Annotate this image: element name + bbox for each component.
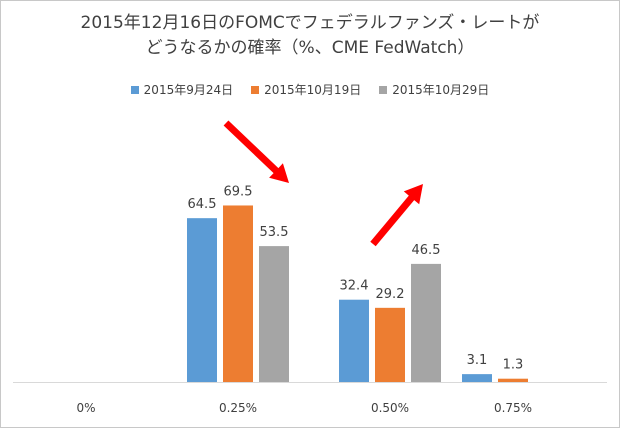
legend-item-series-3: 2015年10月29日 [379, 81, 489, 98]
annotation-arrow-down-icon-shape [223, 120, 289, 183]
annotation-arrow-up-icon [370, 184, 423, 247]
bar-3-3 [411, 263, 441, 382]
x-tick-label-1: 0% [76, 401, 95, 415]
x-tick-label-4: 0.75% [494, 401, 532, 415]
legend-label-series-2: 2015年10月19日 [264, 83, 362, 97]
x-tick-label-2: 0.25% [219, 401, 257, 415]
legend-swatch-series-1 [130, 85, 139, 94]
annotation-arrow-down-icon [223, 120, 289, 183]
legend-item-series-2: 2015年10月19日 [251, 81, 361, 98]
data-label-3-2: 53.5 [260, 225, 289, 240]
data-label-1-4: 3.1 [467, 353, 488, 368]
legend: 2015年9月24日 2015年10月19日 2015年10月29日 [1, 81, 619, 98]
bar-2-3 [375, 307, 405, 382]
data-label-2-2: 69.5 [224, 184, 253, 199]
data-label-2-3: 29.2 [376, 287, 405, 302]
legend-swatch-series-2 [251, 85, 260, 94]
bar-1-2 [187, 218, 217, 382]
bar-3-2 [259, 246, 289, 382]
data-label-2-4: 1.3 [503, 358, 524, 373]
bar-2-4 [498, 378, 528, 382]
bar-1-3 [339, 299, 369, 382]
legend-label-series-3: 2015年10月29日 [392, 83, 490, 97]
data-label-3-3: 46.5 [412, 243, 441, 258]
x-tick-label-3: 0.50% [371, 401, 409, 415]
legend-item-series-1: 2015年9月24日 [130, 81, 234, 98]
chart-title: 2015年12月16日のFOMCでフェデラルファンズ・レートが どうなるかの確率… [1, 11, 619, 61]
bar-2-2 [223, 205, 253, 382]
data-label-1-3: 32.4 [340, 279, 369, 294]
chart-title-line-1: 2015年12月16日のFOMCでフェデラルファンズ・レートが [80, 13, 540, 33]
legend-label-series-1: 2015年9月24日 [143, 83, 234, 97]
annotation-arrow-up-icon-shape [370, 184, 423, 247]
data-label-1-2: 64.5 [188, 197, 217, 212]
bar-1-4 [462, 374, 492, 382]
legend-swatch-series-3 [379, 85, 388, 94]
chart-title-line-2: どうなるかの確率（%、CME FedWatch） [145, 38, 475, 58]
